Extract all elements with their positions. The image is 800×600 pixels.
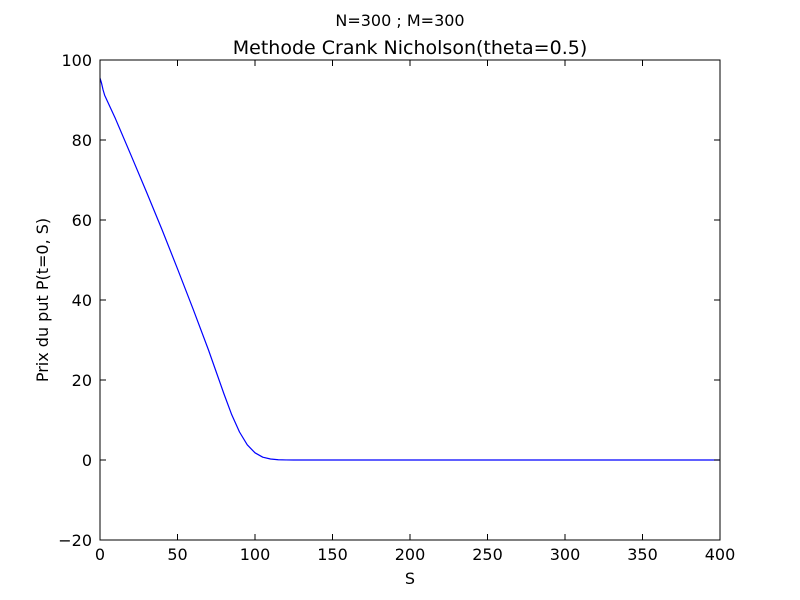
chart-suptitle: N=300 ; M=300	[335, 11, 464, 30]
y-tick-label: 80	[72, 131, 92, 150]
x-tick-label: 150	[317, 545, 348, 564]
series-line-0	[99, 77, 720, 461]
x-tick-label: 350	[627, 545, 658, 564]
x-axis-label: S	[405, 569, 415, 588]
x-tick-label: 50	[167, 545, 187, 564]
y-tick-label: 0	[82, 451, 92, 470]
y-tick-label: 20	[72, 371, 92, 390]
y-tick-label: −20	[58, 531, 92, 550]
y-tick-label: 40	[72, 291, 92, 310]
x-tick-label: 300	[550, 545, 581, 564]
x-axis-ticks: 0 50 100 150 200 250 300 350 400	[95, 60, 735, 564]
y-axis-ticks: −20 0 20 40 60 80 100	[58, 51, 720, 550]
x-tick-label: 400	[705, 545, 736, 564]
y-axis-label: Prix du put P(t=0, S)	[33, 218, 52, 382]
x-tick-label: 100	[240, 545, 271, 564]
chart-title: Methode Crank Nicholson(theta=0.5)	[233, 37, 587, 59]
x-tick-label: 0	[95, 545, 105, 564]
y-tick-label: 60	[72, 211, 92, 230]
y-tick-label: 100	[61, 51, 92, 70]
x-tick-label: 200	[395, 545, 426, 564]
series-layer	[99, 77, 720, 461]
x-tick-label: 250	[472, 545, 503, 564]
